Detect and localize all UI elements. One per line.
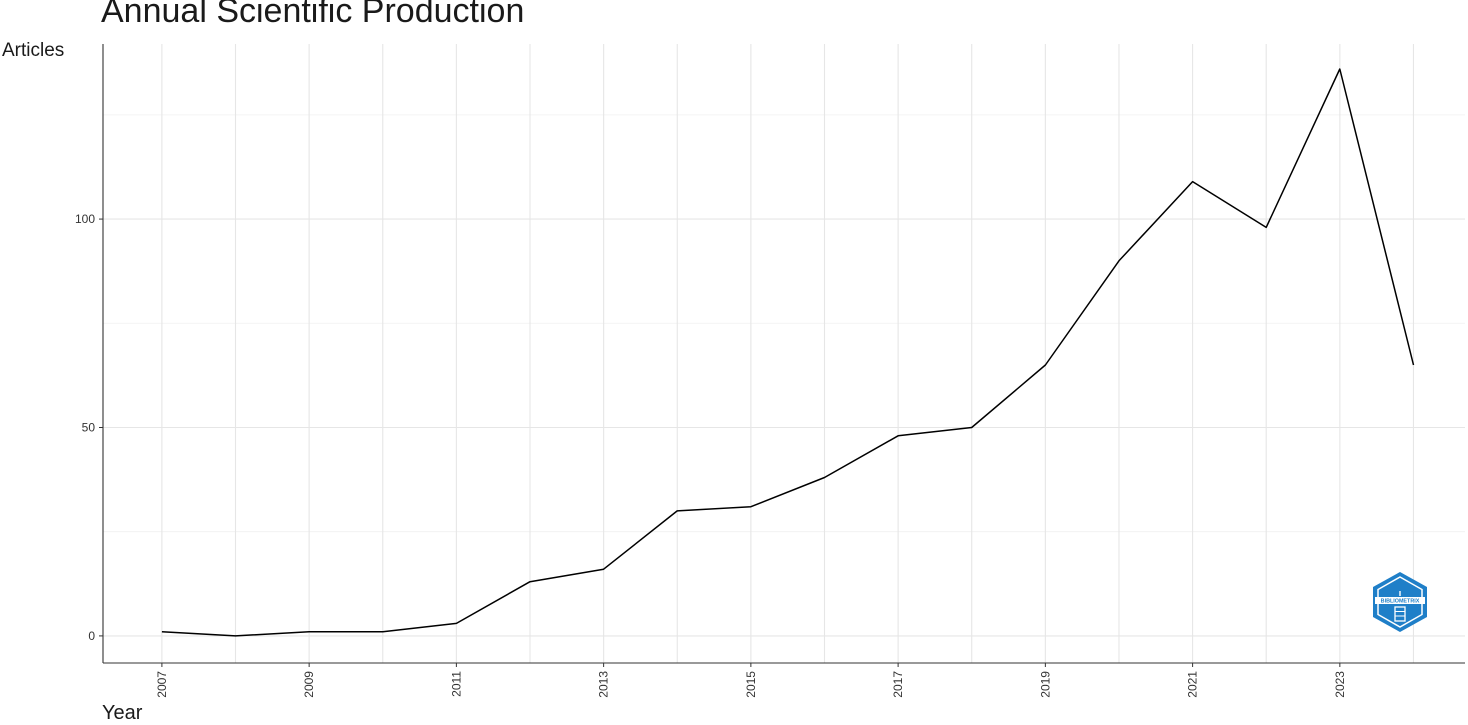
x-tick-label: 2017 <box>891 671 905 698</box>
x-tick-label: 2021 <box>1186 671 1200 698</box>
data-point <box>823 476 825 478</box>
data-point <box>1265 226 1267 228</box>
data-point <box>1412 364 1414 366</box>
series-line <box>161 68 1415 637</box>
data-point <box>750 505 752 507</box>
x-axis-label: Year <box>102 702 143 724</box>
y-tick-label: 50 <box>82 420 96 434</box>
logo-text: BIBLIOMETRIX <box>1381 599 1420 605</box>
y-tick-label: 100 <box>75 212 95 226</box>
x-tick-label: 2011 <box>449 671 463 697</box>
y-axis-label: Articles <box>2 40 65 61</box>
x-tick-label: 2009 <box>302 671 316 698</box>
data-point <box>234 635 236 637</box>
x-tick-label: 2007 <box>155 671 169 698</box>
data-point <box>529 581 531 583</box>
x-tick-label: 2015 <box>744 671 758 698</box>
data-point <box>382 631 384 633</box>
data-point <box>1118 260 1120 262</box>
bibliometrix-logo: BIBLIOMETRIX <box>1373 572 1427 632</box>
axes <box>102 44 1465 664</box>
data-series <box>161 68 1415 637</box>
data-point <box>161 631 163 633</box>
axis-ticks: 0 50 100 2007 2009 2011 2013 2015 2017 2019 2021 20… <box>75 212 1347 698</box>
x-tick-label: 2013 <box>597 671 611 698</box>
x-tick-label: 2023 <box>1333 671 1347 698</box>
data-point <box>971 426 973 428</box>
data-point <box>308 631 310 633</box>
data-point <box>455 622 457 624</box>
minor-gridlines <box>103 114 1465 533</box>
data-point <box>1339 68 1341 70</box>
y-tick-label: 0 <box>88 629 95 643</box>
x-tick-label: 2019 <box>1038 671 1052 698</box>
data-point <box>1044 364 1046 366</box>
data-point <box>1191 180 1193 182</box>
major-gridlines <box>103 44 1465 663</box>
data-point <box>602 568 604 570</box>
chart-title: Annual Scientific Production <box>101 0 525 30</box>
data-point <box>676 510 678 512</box>
data-point <box>897 435 899 437</box>
